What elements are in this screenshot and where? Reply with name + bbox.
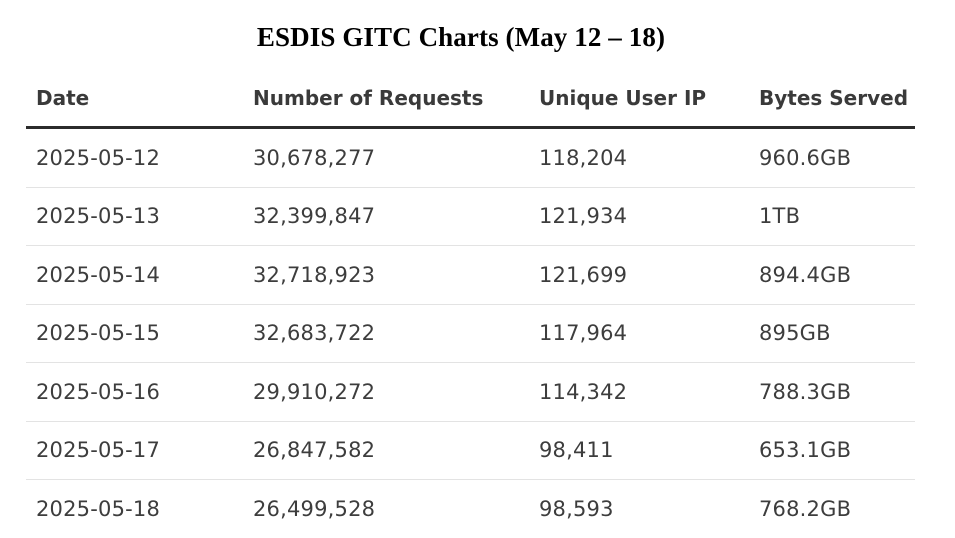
table-row: 2025-05-12 30,678,277 118,204 960.6GB (26, 129, 915, 188)
column-header-requests[interactable]: Number of Requests (253, 86, 484, 110)
cell-date: 2025-05-14 (36, 262, 161, 287)
cell-bytes: 653.1GB (759, 438, 852, 463)
page-title: ESDIS GITC Charts (May 12 – 18) (256, 22, 666, 52)
cell-bytes: 894.4GB (759, 262, 852, 287)
cell-unique-ip: 121,934 (539, 204, 628, 229)
cell-date: 2025-05-16 (36, 379, 161, 404)
cell-date: 2025-05-17 (36, 438, 161, 463)
table-header-row: Date Number of Requests Unique User IP B… (26, 70, 915, 129)
cell-date: 2025-05-15 (36, 321, 161, 346)
table-row: 2025-05-17 26,847,582 98,411 653.1GB (26, 422, 915, 480)
cell-bytes: 960.6GB (759, 145, 852, 170)
cell-unique-ip: 98,411 (539, 438, 614, 463)
cell-requests: 26,499,528 (253, 496, 376, 521)
cell-requests: 32,718,923 (253, 262, 376, 287)
cell-date: 2025-05-12 (36, 145, 161, 170)
cell-requests: 32,683,722 (253, 321, 376, 346)
cell-requests: 26,847,582 (253, 438, 376, 463)
table-row: 2025-05-13 32,399,847 121,934 1TB (26, 188, 915, 246)
cell-unique-ip: 118,204 (539, 145, 628, 170)
table-row: 2025-05-18 26,499,528 98,593 768.2GB (26, 480, 915, 538)
cell-unique-ip: 121,699 (539, 262, 628, 287)
cell-requests: 30,678,277 (253, 145, 376, 170)
column-header-unique-ip[interactable]: Unique User IP (539, 86, 707, 110)
table-row: 2025-05-15 32,683,722 117,964 895GB (26, 305, 915, 363)
column-header-bytes[interactable]: Bytes Served (759, 86, 909, 110)
table-row: 2025-05-16 29,910,272 114,342 788.3GB (26, 363, 915, 422)
cell-unique-ip: 114,342 (539, 379, 628, 404)
cell-requests: 32,399,847 (253, 204, 376, 229)
cell-date: 2025-05-13 (36, 204, 161, 229)
cell-bytes: 788.3GB (759, 379, 852, 404)
column-header-date[interactable]: Date (36, 86, 90, 110)
cell-unique-ip: 98,593 (539, 496, 614, 521)
table-row: 2025-05-14 32,718,923 121,699 894.4GB (26, 246, 915, 305)
cell-bytes: 895GB (759, 321, 831, 346)
cell-date: 2025-05-18 (36, 496, 161, 521)
stats-table: Date Number of Requests Unique User IP B… (26, 70, 915, 538)
cell-bytes: 1TB (759, 204, 801, 229)
cell-unique-ip: 117,964 (539, 321, 628, 346)
cell-bytes: 768.2GB (759, 496, 852, 521)
cell-requests: 29,910,272 (253, 379, 376, 404)
